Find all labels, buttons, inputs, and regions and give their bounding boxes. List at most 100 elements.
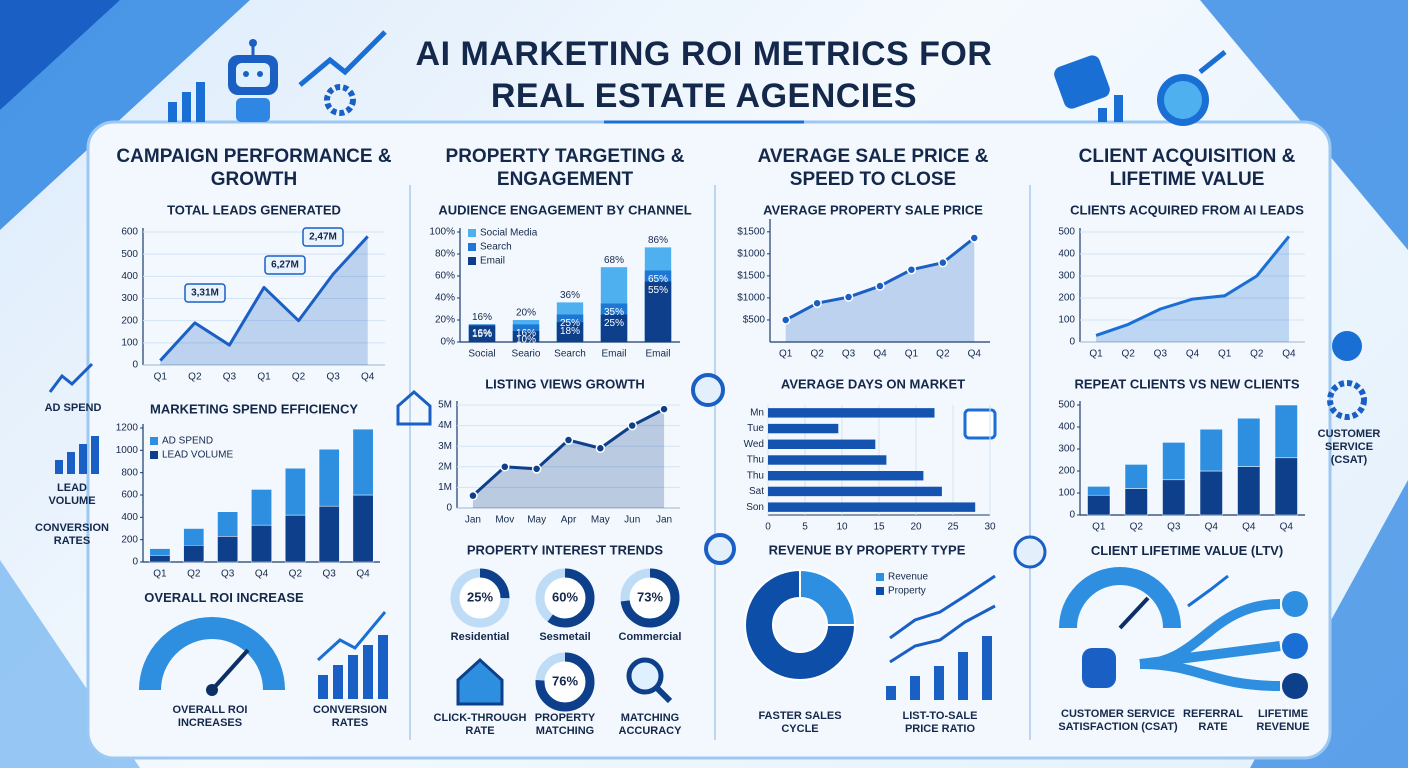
gauge-hub [206, 684, 218, 696]
robot-icon [228, 39, 278, 122]
y-tick-label: 200 [121, 534, 138, 545]
bar-segment [1124, 464, 1148, 489]
y-tick-label: 600 [121, 227, 138, 238]
point [812, 298, 822, 308]
x-tick-label: Q1 [257, 372, 271, 383]
value-label: 10% [516, 335, 536, 346]
y-tick-label: 300 [121, 293, 138, 304]
x-tick-label: Q2 [1250, 349, 1264, 360]
sales-label: LIST-TO-SALE PRICE RATIO [902, 710, 978, 735]
ring-label: Sesmetail [539, 631, 591, 643]
bar-segment [352, 494, 374, 563]
y-tick-label: 600 [121, 490, 138, 501]
y-tick-label: 200 [1058, 293, 1075, 304]
bar-segment [1162, 479, 1186, 516]
y-tick-label: 4M [438, 420, 452, 431]
magnifier-icon [654, 685, 673, 704]
ring-value: 60% [552, 589, 578, 604]
x-tick-label: Q2 [810, 349, 824, 360]
y-tick-label: Thu [747, 470, 764, 481]
y-tick-label: Sat [749, 486, 764, 497]
bar [468, 325, 496, 342]
ring-label: PROPERTY MATCHING [534, 712, 596, 737]
bar [768, 502, 976, 512]
value-label: 16% [516, 328, 536, 339]
ltv-label: CUSTOMER SERVICE SATISFACTION (CSAT) [1058, 708, 1178, 733]
roi-title: OVERALL ROI INCREASE [144, 590, 304, 605]
bar-segment [217, 511, 239, 537]
sales-bars [886, 636, 992, 700]
dollar-icon [1282, 633, 1308, 659]
x-tick-label: Q1 [154, 372, 168, 383]
x-tick-label: Q3 [1167, 522, 1181, 533]
x-tick-label: Apr [561, 515, 577, 526]
gauge-needle [1118, 596, 1150, 630]
y-tick-label: Son [746, 502, 764, 513]
legend-label: Property [888, 586, 926, 597]
point [843, 292, 854, 302]
bar-segment [251, 489, 272, 526]
point [659, 404, 669, 414]
x-tick-label: 5 [802, 522, 808, 533]
y-tick-label: Thu [747, 455, 764, 466]
search-icon [691, 373, 725, 407]
value-label: 20% [516, 308, 536, 319]
x-tick-label: Q2 [289, 569, 303, 580]
legend-swatch [150, 451, 158, 459]
x-tick-label: Q4 [1186, 349, 1200, 360]
annotation-box [184, 283, 226, 303]
x-tick-label: Search [554, 349, 586, 360]
x-tick-label: Q2 [292, 372, 306, 383]
annotation-box [302, 227, 344, 247]
point [780, 315, 791, 325]
y-tick-label: 100 [1058, 488, 1075, 499]
y-tick-label: 400 [121, 512, 138, 523]
magnifier-icon [626, 657, 664, 695]
legend-swatch [468, 257, 476, 265]
y-tick-label: 500 [1058, 227, 1075, 238]
area [472, 409, 665, 508]
chart-title: AUDIENCE ENGAGEMENT BY CHANNEL [438, 202, 691, 217]
bar-segment [1199, 428, 1223, 472]
point [595, 443, 606, 454]
area [160, 236, 368, 365]
ltv-label: LIFETIME REVENUE [1256, 708, 1310, 733]
legend-label: LEAD VOLUME [162, 450, 233, 461]
x-tick-label: Q2 [188, 372, 202, 383]
x-tick-label: 15 [873, 522, 885, 533]
y-tick-label: 2M [438, 461, 452, 472]
gear-icon [1327, 380, 1367, 420]
bar [644, 281, 672, 342]
x-tick-label: Q4 [1280, 522, 1294, 533]
legend-swatch [150, 437, 158, 445]
x-tick-label: Q4 [361, 372, 375, 383]
y-tick-label: Tue [747, 423, 764, 434]
x-tick-label: Q1 [1089, 349, 1103, 360]
y-tick-label: 300 [1058, 271, 1075, 282]
x-tick-label: Q2 [1130, 522, 1144, 533]
chart-title: LISTING VIEWS GROWTH [485, 376, 645, 391]
dollar-search-icon [704, 533, 736, 565]
bar [768, 408, 935, 418]
x-tick-label: Q4 [968, 349, 982, 360]
x-tick-label: Jun [624, 515, 640, 526]
point [500, 462, 510, 472]
legend-swatch [876, 573, 884, 581]
x-tick-label: Q1 [779, 349, 793, 360]
chart-title: TOTAL LEADS GENERATED [167, 202, 341, 217]
x-tick-label: Mov [495, 515, 514, 526]
y-tick-label: 1M [438, 482, 452, 493]
point [627, 420, 637, 431]
ring-value: 76% [552, 673, 578, 688]
bar-segment [1087, 486, 1111, 496]
legend-label: AD SPEND [162, 436, 213, 447]
legend-label: Social Media [480, 228, 538, 239]
ltv-arrow [1187, 574, 1229, 608]
y-tick-label: $1000 [737, 293, 765, 304]
y-tick-label: $1000 [737, 248, 765, 259]
bar [768, 439, 876, 449]
y-tick-label: Mn [750, 407, 764, 418]
bar-segment [1274, 404, 1298, 459]
bar-segment [251, 524, 272, 563]
